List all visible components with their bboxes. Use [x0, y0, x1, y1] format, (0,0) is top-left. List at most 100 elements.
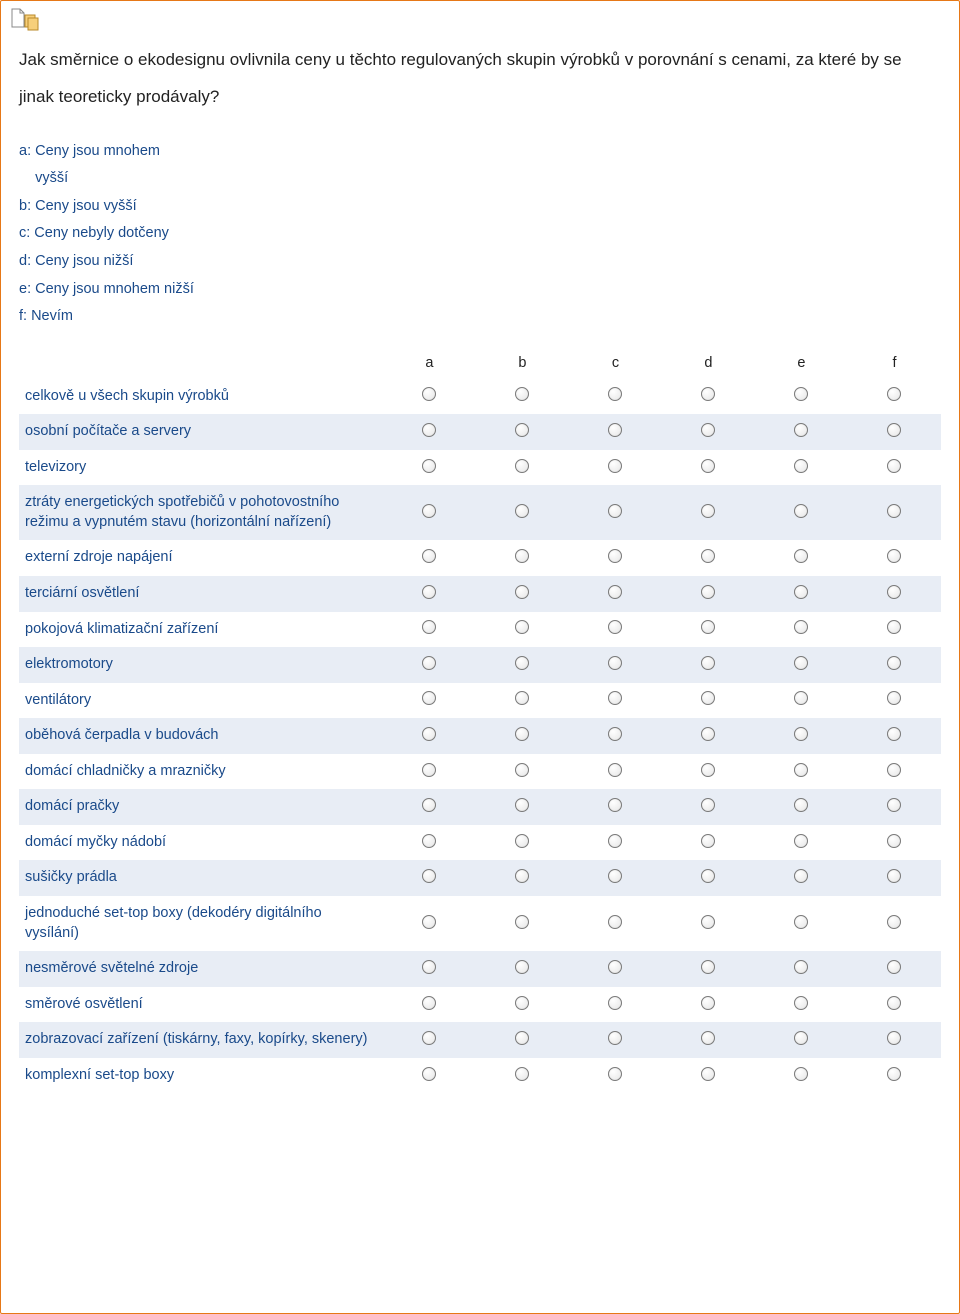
radio-button[interactable] [608, 504, 622, 518]
radio-button[interactable] [422, 459, 436, 473]
radio-button[interactable] [608, 960, 622, 974]
radio-button[interactable] [515, 423, 529, 437]
radio-button[interactable] [515, 763, 529, 777]
radio-button[interactable] [422, 996, 436, 1010]
radio-button[interactable] [515, 656, 529, 670]
radio-button[interactable] [515, 585, 529, 599]
radio-button[interactable] [794, 459, 808, 473]
radio-button[interactable] [422, 387, 436, 401]
radio-button[interactable] [887, 727, 901, 741]
radio-button[interactable] [887, 996, 901, 1010]
radio-button[interactable] [701, 1031, 715, 1045]
radio-button[interactable] [608, 834, 622, 848]
radio-button[interactable] [422, 727, 436, 741]
radio-button[interactable] [794, 763, 808, 777]
radio-button[interactable] [422, 960, 436, 974]
radio-button[interactable] [887, 915, 901, 929]
radio-button[interactable] [608, 1067, 622, 1081]
radio-button[interactable] [794, 656, 808, 670]
radio-button[interactable] [794, 387, 808, 401]
radio-button[interactable] [515, 834, 529, 848]
radio-button[interactable] [515, 1031, 529, 1045]
radio-button[interactable] [794, 549, 808, 563]
radio-button[interactable] [608, 656, 622, 670]
radio-button[interactable] [701, 691, 715, 705]
radio-button[interactable] [608, 1031, 622, 1045]
radio-button[interactable] [515, 549, 529, 563]
radio-button[interactable] [887, 691, 901, 705]
radio-button[interactable] [422, 869, 436, 883]
radio-button[interactable] [422, 656, 436, 670]
radio-button[interactable] [794, 915, 808, 929]
radio-button[interactable] [608, 996, 622, 1010]
radio-button[interactable] [608, 798, 622, 812]
radio-button[interactable] [887, 504, 901, 518]
radio-button[interactable] [608, 549, 622, 563]
radio-button[interactable] [701, 834, 715, 848]
radio-button[interactable] [887, 960, 901, 974]
radio-button[interactable] [887, 834, 901, 848]
radio-button[interactable] [422, 798, 436, 812]
radio-button[interactable] [422, 1031, 436, 1045]
radio-button[interactable] [794, 798, 808, 812]
radio-button[interactable] [515, 504, 529, 518]
radio-button[interactable] [794, 691, 808, 705]
radio-button[interactable] [515, 960, 529, 974]
radio-button[interactable] [794, 727, 808, 741]
radio-button[interactable] [701, 620, 715, 634]
radio-button[interactable] [422, 915, 436, 929]
radio-button[interactable] [515, 996, 529, 1010]
radio-button[interactable] [608, 915, 622, 929]
radio-button[interactable] [701, 996, 715, 1010]
radio-button[interactable] [701, 549, 715, 563]
radio-button[interactable] [608, 869, 622, 883]
radio-button[interactable] [794, 996, 808, 1010]
radio-button[interactable] [794, 960, 808, 974]
radio-button[interactable] [515, 727, 529, 741]
radio-button[interactable] [515, 798, 529, 812]
radio-button[interactable] [608, 691, 622, 705]
radio-button[interactable] [794, 1031, 808, 1045]
radio-button[interactable] [794, 423, 808, 437]
radio-button[interactable] [794, 585, 808, 599]
radio-button[interactable] [887, 387, 901, 401]
radio-button[interactable] [608, 763, 622, 777]
radio-button[interactable] [701, 915, 715, 929]
radio-button[interactable] [701, 387, 715, 401]
radio-button[interactable] [701, 798, 715, 812]
radio-button[interactable] [887, 620, 901, 634]
radio-button[interactable] [608, 727, 622, 741]
radio-button[interactable] [422, 834, 436, 848]
radio-button[interactable] [887, 585, 901, 599]
radio-button[interactable] [887, 549, 901, 563]
radio-button[interactable] [701, 504, 715, 518]
radio-button[interactable] [794, 834, 808, 848]
radio-button[interactable] [794, 620, 808, 634]
radio-button[interactable] [887, 869, 901, 883]
radio-button[interactable] [887, 423, 901, 437]
radio-button[interactable] [887, 763, 901, 777]
radio-button[interactable] [887, 1031, 901, 1045]
radio-button[interactable] [701, 727, 715, 741]
radio-button[interactable] [515, 459, 529, 473]
radio-button[interactable] [794, 869, 808, 883]
radio-button[interactable] [701, 1067, 715, 1081]
radio-button[interactable] [701, 459, 715, 473]
radio-button[interactable] [422, 504, 436, 518]
radio-button[interactable] [515, 1067, 529, 1081]
radio-button[interactable] [422, 763, 436, 777]
radio-button[interactable] [608, 459, 622, 473]
radio-button[interactable] [422, 691, 436, 705]
radio-button[interactable] [887, 1067, 901, 1081]
radio-button[interactable] [701, 960, 715, 974]
radio-button[interactable] [608, 620, 622, 634]
radio-button[interactable] [887, 459, 901, 473]
radio-button[interactable] [422, 585, 436, 599]
radio-button[interactable] [701, 869, 715, 883]
radio-button[interactable] [794, 1067, 808, 1081]
radio-button[interactable] [794, 504, 808, 518]
radio-button[interactable] [701, 763, 715, 777]
radio-button[interactable] [887, 798, 901, 812]
radio-button[interactable] [608, 387, 622, 401]
radio-button[interactable] [701, 423, 715, 437]
